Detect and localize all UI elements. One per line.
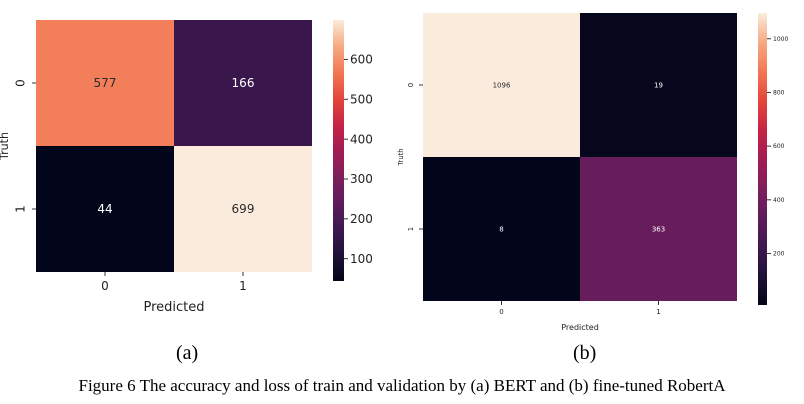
heatmap-cell bbox=[36, 146, 174, 272]
colorbar-tick-label: 200 bbox=[773, 251, 785, 258]
x-tick-label: 0 bbox=[101, 279, 109, 293]
colorbar-tick-label: 1000 bbox=[773, 36, 788, 43]
x-tick-label: 1 bbox=[656, 308, 660, 316]
colorbar bbox=[333, 20, 344, 281]
cell-value-label: 19 bbox=[654, 81, 663, 89]
y-tick-label: 0 bbox=[407, 83, 415, 87]
colorbar-tick-label: 300 bbox=[350, 172, 373, 186]
x-axis-label: Predicted bbox=[143, 300, 204, 315]
colorbar-tick-label: 200 bbox=[350, 212, 373, 226]
heatmap-cell bbox=[174, 20, 312, 146]
y-tick-label: 0 bbox=[13, 79, 27, 87]
heatmap-cell bbox=[580, 157, 737, 301]
colorbar-tick-label: 600 bbox=[350, 53, 373, 67]
colorbar bbox=[758, 13, 767, 305]
colorbar-tick-label: 800 bbox=[773, 90, 785, 97]
colorbar-tick-label: 500 bbox=[350, 92, 373, 106]
y-axis-label: Truth bbox=[397, 148, 405, 166]
colorbar-tick-label: 100 bbox=[350, 252, 373, 266]
cell-value-label: 166 bbox=[232, 76, 255, 90]
x-axis-label: Predicted bbox=[561, 323, 599, 332]
colorbar-tick-label: 600 bbox=[773, 143, 785, 150]
heatmap-cell bbox=[174, 146, 312, 272]
cell-value-label: 577 bbox=[94, 76, 117, 90]
y-axis-label: Truth bbox=[0, 132, 11, 161]
panel-label-a: (a) bbox=[176, 342, 199, 364]
x-tick-label: 0 bbox=[499, 308, 503, 316]
cell-value-label: 8 bbox=[499, 225, 503, 233]
cell-value-label: 699 bbox=[232, 202, 255, 216]
colorbar-tick-label: 400 bbox=[773, 197, 785, 204]
cell-value-label: 44 bbox=[97, 202, 112, 216]
figure-caption: Figure 6 The accuracy and loss of train … bbox=[78, 376, 726, 395]
cell-value-label: 363 bbox=[652, 225, 665, 233]
cell-value-label: 1096 bbox=[493, 81, 511, 89]
y-tick-label: 1 bbox=[13, 205, 27, 213]
colorbar-tick-label: 400 bbox=[350, 132, 373, 146]
x-tick-label: 1 bbox=[239, 279, 247, 293]
panel-label-b: (b) bbox=[573, 342, 597, 364]
heatmap-cell bbox=[36, 20, 174, 146]
heatmap-cell bbox=[580, 13, 737, 157]
heatmap-cell bbox=[423, 13, 580, 157]
heatmap-cell bbox=[423, 157, 580, 301]
y-tick-label: 1 bbox=[407, 227, 415, 231]
